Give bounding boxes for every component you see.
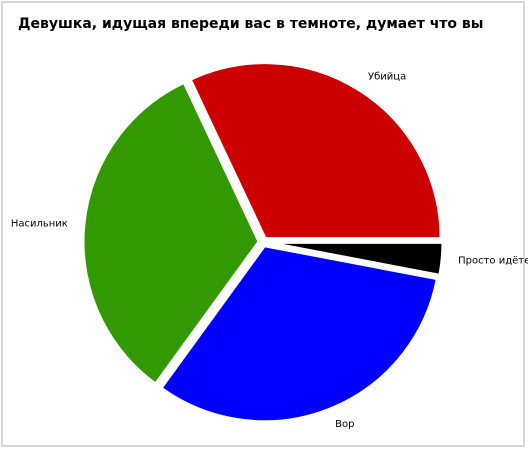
pie-slice bbox=[158, 244, 440, 424]
pie-slice bbox=[188, 61, 443, 241]
slice-label: Убийца bbox=[368, 72, 406, 83]
slice-label: Насильник bbox=[11, 219, 68, 230]
slice-label: Вор bbox=[335, 419, 354, 430]
chart-title: Девушка, идущая впереди вас в темноте, д… bbox=[18, 16, 483, 32]
pie-slice bbox=[81, 80, 261, 387]
slice-label: Просто идёте bbox=[458, 255, 528, 266]
pie-slice bbox=[266, 240, 445, 278]
